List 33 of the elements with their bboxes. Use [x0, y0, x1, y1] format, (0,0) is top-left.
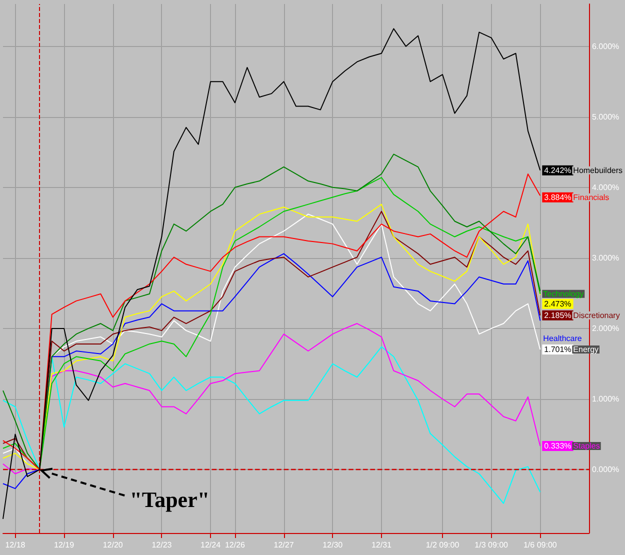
data-label: 4.242%	[544, 166, 572, 175]
annotation: "Taper"	[130, 487, 210, 512]
legend-label: Energy	[573, 345, 599, 354]
data-label: 1.701%	[544, 345, 572, 354]
x-tick-label: 1/2 09:00	[426, 540, 460, 550]
series-label: Healthcare	[543, 334, 582, 343]
legend-label: Staples	[573, 442, 600, 451]
x-tick-label: 12/19	[54, 540, 75, 550]
y-tick-label: 5.000%	[592, 112, 620, 122]
y-tick-label: 1.000%	[592, 394, 620, 404]
legend-label: Financials	[573, 192, 610, 202]
series-label: Technology	[543, 289, 584, 298]
data-label: 2.185%	[544, 310, 572, 320]
x-tick-label: 12/20	[102, 540, 124, 550]
legend-label: Homebuilders	[573, 166, 623, 175]
y-tick-label: 6.000%	[592, 42, 620, 51]
x-tick-label: 12/31	[371, 540, 392, 550]
x-tick-label: 12/24	[200, 540, 222, 550]
x-tick-label: 12/18	[5, 540, 26, 550]
y-tick-label: 4.000%	[592, 182, 620, 192]
x-tick-label: 1/6 09:00	[523, 540, 558, 550]
x-tick-label: 12/27	[274, 540, 294, 550]
data-label: 0.333%	[544, 442, 572, 451]
legend-label: Discretionary	[573, 310, 620, 320]
x-tick-label: 1/3 09:00	[474, 540, 509, 550]
x-tick-label: 12/26	[224, 540, 246, 550]
y-tick-label: 3.000%	[592, 253, 620, 262]
x-tick-label: 12/30	[322, 540, 344, 550]
data-label: 2.473%	[544, 299, 572, 308]
x-tick-label: 12/23	[152, 540, 172, 550]
y-tick-label: 2.000%	[592, 324, 620, 333]
data-label: 3.884%	[544, 192, 572, 202]
y-tick-label: 0.000%	[592, 465, 620, 474]
